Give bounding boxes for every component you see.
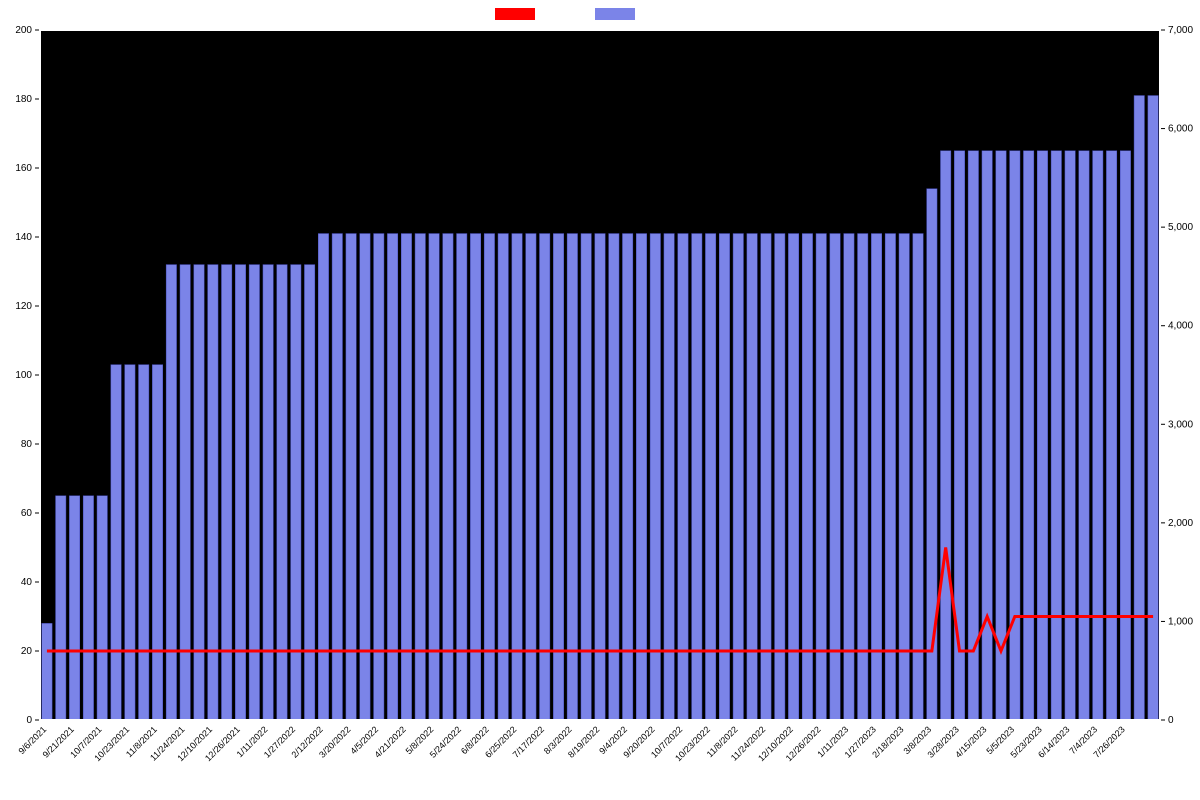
bar [1134,96,1144,720]
left-axis-label: 60 [21,508,33,519]
bar [719,234,729,720]
bar [830,234,840,720]
bar [152,365,162,720]
bar [885,234,895,720]
bar [622,234,632,720]
bar [761,234,771,720]
bar [858,234,868,720]
bar [567,234,577,720]
bar [387,234,397,720]
bar [1093,151,1103,720]
left-axis-label: 120 [15,301,32,312]
bar [69,496,79,720]
bar [318,234,328,720]
combo-chart: 0 20 40 60 80 100 120 140 160 180 200 0 1,000 2,000 3,… [0,0,1200,800]
bar [1037,151,1047,720]
left-axis-label: 180 [15,94,32,105]
bar [664,234,674,720]
bar [650,234,660,720]
bar [982,151,992,720]
left-axis-label: 20 [21,646,33,657]
bar [512,234,522,720]
right-axis-label: 4,000 [1168,321,1193,332]
chart-container: 0 20 40 60 80 100 120 140 160 180 200 0 1,000 2,000 3,… [0,0,1200,800]
bar [996,151,1006,720]
bar [844,234,854,720]
bar [913,234,923,720]
bar [443,234,453,720]
bar [484,234,494,720]
bar [581,234,591,720]
bar [415,234,425,720]
bar [56,496,66,720]
bar [802,234,812,720]
bar [940,151,950,720]
bar [346,234,356,720]
bar [360,234,370,720]
bar [401,234,411,720]
bar [498,234,508,720]
bar [1065,151,1075,720]
bar [705,234,715,720]
legend-swatch [495,8,535,20]
bar [526,234,536,720]
bar [553,234,563,720]
right-axis-label: 3,000 [1168,419,1193,430]
bar [1023,151,1033,720]
bar [1120,151,1130,720]
bar [747,234,757,720]
bar [775,234,785,720]
bar [816,234,826,720]
bar [125,365,135,720]
bar [609,234,619,720]
bar [788,234,798,720]
bar [1051,151,1061,720]
bar [139,365,149,720]
bar [457,234,467,720]
bar [968,151,978,720]
bar [1079,151,1089,720]
left-axis-label: 100 [15,370,32,381]
right-axis-label: 0 [1168,715,1174,726]
bar [332,234,342,720]
right-axis-label: 2,000 [1168,518,1193,529]
bar [470,234,480,720]
bar [733,234,743,720]
bar [1106,151,1116,720]
left-axis-label: 40 [21,577,33,588]
right-axis-label: 5,000 [1168,222,1193,233]
right-axis-label: 7,000 [1168,25,1193,36]
bar [692,234,702,720]
bar [374,234,384,720]
bar [636,234,646,720]
bar [871,234,881,720]
left-axis-label: 80 [21,439,33,450]
legend-swatch [595,8,635,20]
bar [429,234,439,720]
right-axis-label: 6,000 [1168,124,1193,135]
bar [595,234,605,720]
bar [83,496,93,720]
bar [42,623,52,720]
left-axis-label: 140 [15,232,32,243]
left-axis-label: 200 [15,25,32,36]
bar [97,496,107,720]
bar [1010,151,1020,720]
left-axis-label: 160 [15,163,32,174]
bar [899,234,909,720]
right-axis-label: 1,000 [1168,616,1193,627]
bar [678,234,688,720]
bar [540,234,550,720]
bar [111,365,121,720]
bar [1148,96,1158,720]
left-axis-label: 0 [26,715,32,726]
